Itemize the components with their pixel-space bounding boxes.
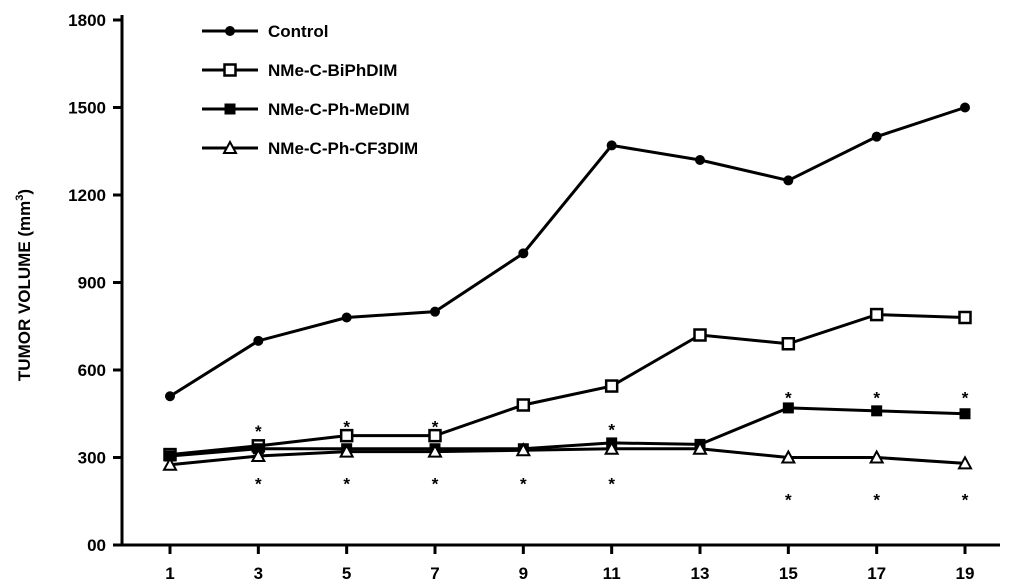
series-line — [169, 406, 966, 458]
y-tick-label: 1500 — [68, 99, 106, 118]
legend-item: Control — [202, 22, 328, 41]
legend-item: NMe-C-BiPhDIM — [202, 61, 397, 80]
y-axis-title: TUMOR VOLUME (mm3) — [14, 189, 34, 381]
y-axis-title-close: ) — [15, 189, 34, 195]
circle-marker — [695, 155, 705, 165]
significance-asterisk: * — [343, 418, 350, 437]
circle-marker — [783, 175, 794, 186]
filled-square-marker — [164, 450, 176, 462]
series-group — [162, 102, 973, 471]
series-line — [169, 313, 966, 457]
filled-square-marker — [959, 408, 971, 420]
open-square-marker — [958, 310, 972, 325]
significance-asterisk: * — [873, 490, 880, 509]
significance-asterisk: * — [962, 388, 969, 407]
significance-asterisk: * — [432, 418, 439, 437]
significance-asterisk: * — [255, 474, 262, 493]
legend-label: Control — [268, 22, 328, 41]
triangle-marker — [957, 455, 973, 470]
triangle-marker — [515, 442, 532, 457]
circle-marker — [165, 391, 175, 402]
series-nme-c-ph-cf3dim — [162, 440, 973, 471]
circle-marker — [960, 102, 970, 113]
y-tick-label: 1800 — [68, 11, 106, 30]
legend: Control NMe-C-BiPhDIM NMe-C-Ph-MeDIM NMe-C-… — [202, 22, 418, 158]
significance-asterisk: * — [785, 388, 792, 407]
significance-marks: * * * * * * * * * * * * * * * — [255, 388, 969, 509]
legend-label: NMe-C-Ph-MeDIM — [268, 100, 410, 119]
triangle-marker — [427, 443, 443, 458]
y-axis-title-text: TUMOR VOLUME (mm — [15, 201, 34, 381]
x-tick-label: 11 — [603, 564, 621, 583]
significance-asterisk: * — [608, 474, 615, 493]
triangle-marker — [162, 456, 178, 471]
series-line — [169, 106, 966, 398]
legend-label: NMe-C-Ph-CF3DIM — [268, 139, 418, 158]
circle-marker — [430, 306, 440, 317]
significance-asterisk: * — [608, 420, 615, 439]
x-tick-label: 5 — [342, 564, 351, 583]
y-tick-label: 600 — [78, 361, 106, 380]
circle-marker — [871, 131, 882, 142]
y-tick-label: 00 — [87, 536, 106, 555]
open-square-marker — [339, 428, 354, 443]
significance-asterisk: * — [255, 422, 262, 441]
open-square-marker — [693, 328, 707, 342]
x-tick-label: 3 — [254, 564, 263, 583]
open-square-marker — [781, 337, 796, 351]
circle-marker — [518, 248, 529, 259]
y-axis-title-superscript: 3 — [14, 195, 26, 201]
series-line — [169, 447, 966, 467]
open-square-marker — [223, 63, 237, 77]
circle-marker — [606, 140, 617, 151]
x-tick-label: 17 — [867, 564, 886, 583]
x-tick-label: 7 — [430, 564, 439, 583]
significance-asterisk: * — [785, 490, 792, 509]
y-tick-label: 900 — [78, 274, 106, 293]
significance-asterisk: * — [520, 474, 527, 493]
x-tick-label: 15 — [779, 564, 798, 583]
significance-asterisk: * — [432, 474, 439, 493]
legend-item: NMe-C-Ph-CF3DIM — [202, 139, 418, 158]
significance-asterisk: * — [873, 388, 880, 407]
filled-square-marker — [871, 405, 883, 417]
triangle-marker — [603, 440, 620, 455]
x-tick-label: 1 — [165, 564, 174, 583]
legend-label: NMe-C-BiPhDIM — [268, 61, 397, 80]
triangle-marker — [250, 447, 267, 463]
x-tick-label: 19 — [956, 564, 975, 583]
filled-square-marker — [782, 402, 794, 414]
y-tick-label: 1200 — [68, 186, 106, 205]
circle-marker — [341, 312, 352, 323]
svg-text:TUMOR VOLUME (mm3): TUMOR VOLUME (mm3) — [14, 189, 34, 381]
open-square-marker — [428, 428, 442, 443]
open-square-marker — [516, 398, 531, 412]
open-square-marker — [869, 307, 884, 322]
triangle-marker — [868, 449, 885, 464]
legend-item: NMe-C-Ph-MeDIM — [202, 100, 410, 119]
circle-marker — [225, 26, 235, 36]
triangle-marker — [338, 443, 355, 458]
open-square-marker — [604, 379, 619, 393]
x-tick-label: 9 — [519, 564, 528, 583]
significance-asterisk: * — [343, 474, 350, 493]
filled-square-marker — [224, 103, 236, 115]
triangle-marker — [780, 449, 797, 464]
triangle-marker — [692, 440, 708, 455]
series-nme-c-ph-medim — [164, 402, 971, 462]
triangle-marker — [222, 139, 238, 154]
y-tick-label: 300 — [78, 449, 106, 468]
significance-asterisk: * — [962, 490, 969, 509]
x-tick-label: 13 — [691, 564, 710, 583]
series-nme-c-biphdim — [163, 307, 972, 462]
circle-marker — [253, 335, 264, 346]
series-control — [165, 102, 970, 402]
